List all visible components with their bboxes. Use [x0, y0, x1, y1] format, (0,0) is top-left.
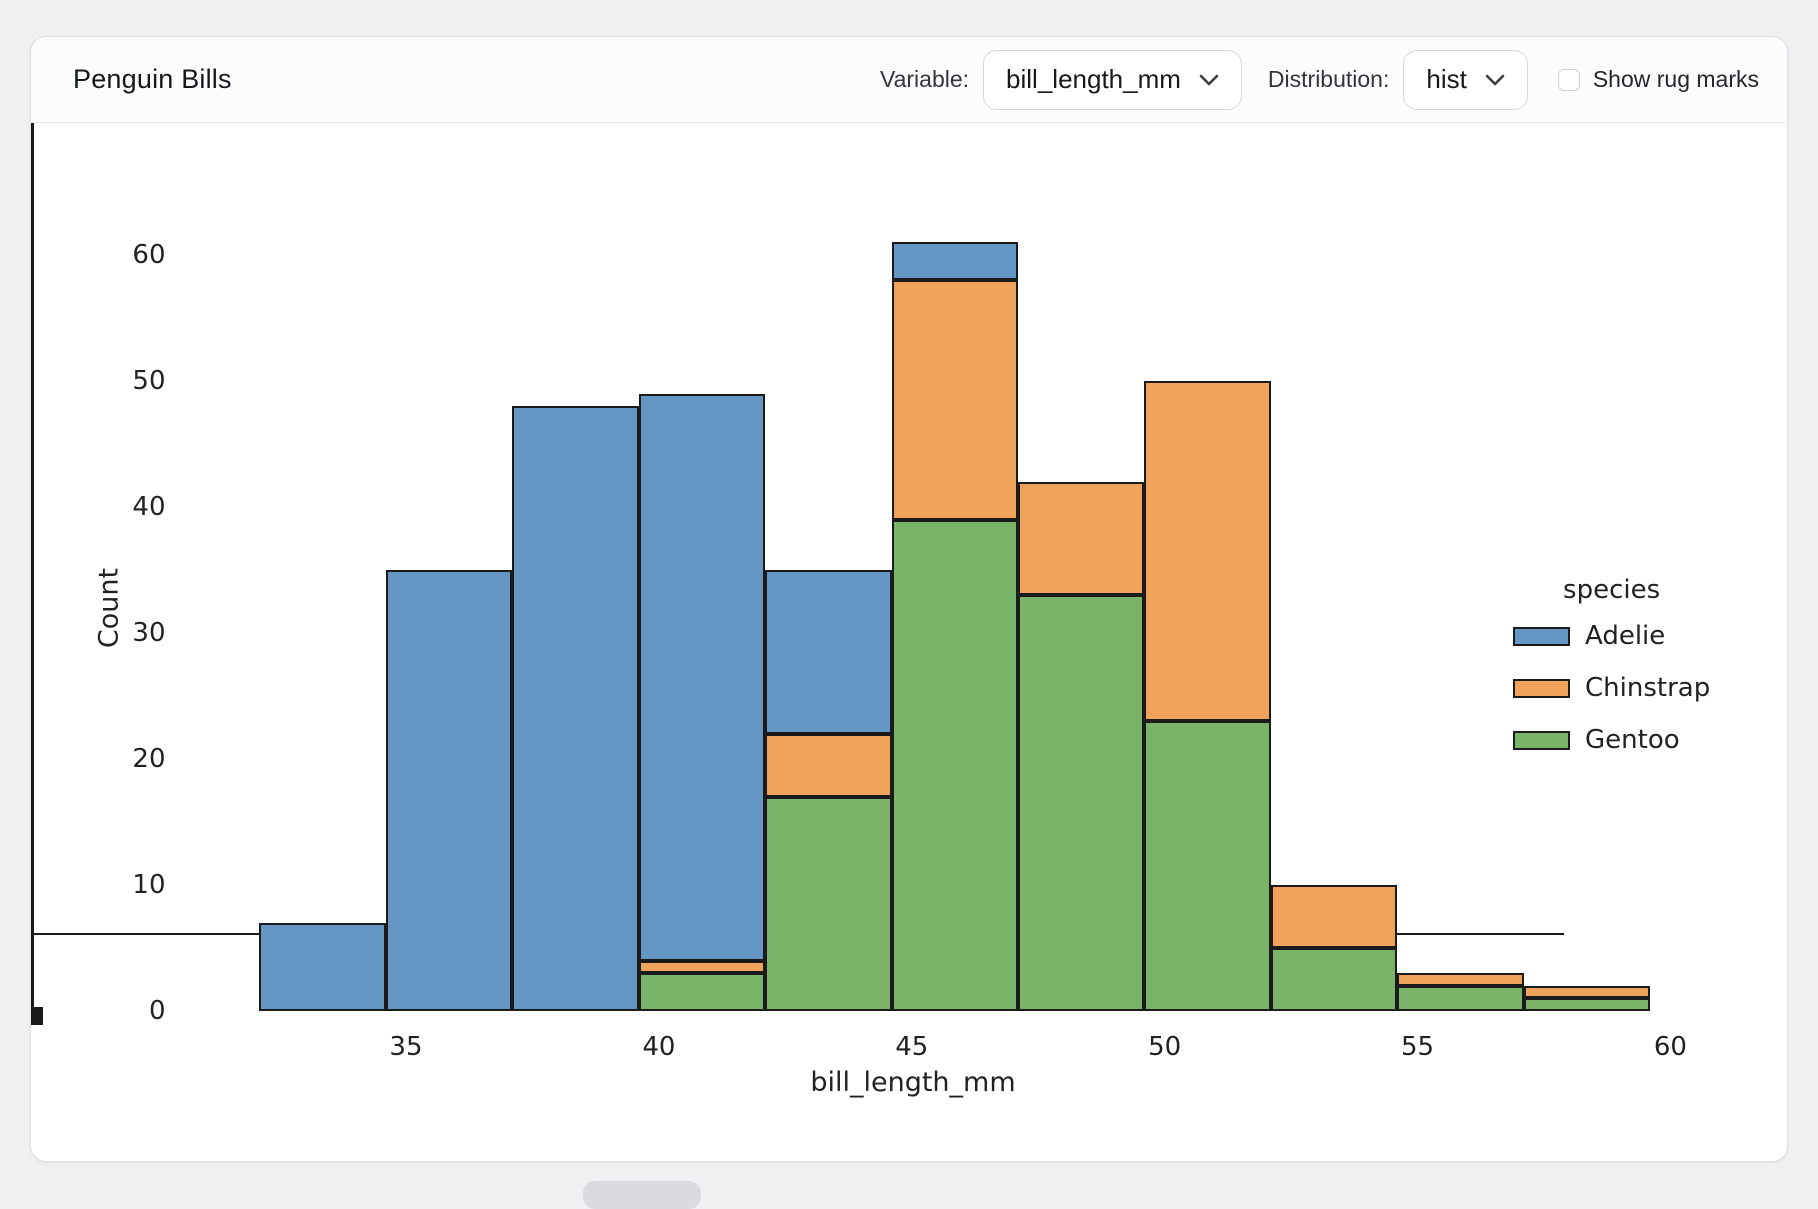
x-tick-label: 40 — [642, 1031, 676, 1062]
bar-segment-adelie-bin2 — [512, 406, 639, 1011]
x-tick-label: 35 — [389, 1031, 423, 1062]
bar-segment-gentoo-bin9 — [1397, 985, 1524, 1011]
variable-select[interactable]: bill_length_mm — [983, 49, 1242, 110]
distribution-label: Distribution: — [1267, 66, 1390, 92]
bar-segment-chinstrap-bin10 — [1523, 985, 1651, 999]
x-tick-label: 45 — [895, 1031, 929, 1062]
y-tick — [31, 1009, 43, 1012]
distribution-select-value: hist — [1426, 64, 1467, 94]
variable-select-value: bill_length_mm — [1006, 64, 1181, 94]
y-tick — [31, 1012, 43, 1015]
chevron-down-icon — [1199, 74, 1219, 85]
x-tick-label: 60 — [1653, 1031, 1687, 1062]
chevron-down-icon — [1485, 74, 1505, 85]
legend-swatch-icon — [1513, 730, 1570, 750]
y-tick-label: 30 — [132, 618, 166, 648]
y-axis-spine — [31, 123, 34, 933]
distribution-select[interactable]: hist — [1403, 49, 1528, 110]
y-tick-label: 10 — [132, 870, 166, 900]
bar-segment-adelie-bin5 — [891, 242, 1018, 281]
legend-label: Gentoo — [1585, 725, 1680, 755]
y-tick — [31, 1014, 43, 1017]
bar-segment-adelie-bin0 — [259, 922, 386, 1011]
legend: species Adelie Chinstrap Gentoo — [1513, 575, 1710, 777]
x-tick — [31, 947, 34, 959]
bar-segment-chinstrap-bin7 — [1144, 381, 1271, 722]
bar-segment-gentoo-bin6 — [1017, 595, 1145, 1011]
y-tick-label: 60 — [132, 240, 166, 271]
x-tick — [31, 983, 34, 995]
legend-swatch-icon — [1513, 626, 1570, 646]
bar-segment-chinstrap-bin8 — [1270, 885, 1398, 948]
bar-segment-chinstrap-bin6 — [1017, 481, 1145, 596]
y-tick-label: 50 — [132, 366, 166, 397]
bar-segment-chinstrap-bin9 — [1397, 973, 1524, 986]
legend-label: Adelie — [1585, 621, 1666, 651]
legend-label: Chinstrap — [1585, 673, 1711, 703]
bar-segment-adelie-bin4 — [765, 570, 892, 734]
bar-segment-gentoo-bin3 — [638, 973, 766, 1011]
bar-segment-adelie-bin1 — [385, 570, 513, 1011]
card-header: Penguin Bills Variable: bill_length_mm D… — [31, 37, 1787, 123]
show-rug-marks-label: Show rug marks — [1592, 66, 1759, 92]
legend-item-adelie: Adelie — [1513, 621, 1710, 651]
bar-segment-adelie-bin3 — [638, 393, 766, 961]
legend-swatch-icon — [1513, 678, 1570, 698]
card-body: 35 40 45 50 55 60 0 10 20 30 40 50 60 Count bill_lengt… — [31, 123, 1787, 1161]
x-tick — [31, 959, 34, 971]
histogram-figure: 35 40 45 50 55 60 0 10 20 30 40 50 60 Count bill_lengt… — [31, 123, 1787, 1161]
bottom-edge-pill — [583, 1181, 701, 1209]
bar-segment-gentoo-bin10 — [1523, 998, 1651, 1011]
x-tick — [31, 995, 34, 1007]
bar-segment-gentoo-bin8 — [1270, 948, 1398, 1011]
legend-title: species — [1563, 575, 1661, 605]
show-rug-marks-checkbox[interactable]: Show rug marks — [1557, 66, 1759, 93]
x-axis-label: bill_length_mm — [810, 1067, 1016, 1098]
bar-segment-chinstrap-bin3 — [638, 960, 766, 974]
x-tick-label: 50 — [1148, 1031, 1182, 1062]
legend-item-chinstrap: Chinstrap — [1513, 673, 1710, 703]
page-title: Penguin Bills — [73, 64, 232, 94]
variable-label: Variable: — [879, 66, 970, 92]
x-tick — [31, 971, 34, 983]
y-tick — [31, 1007, 43, 1010]
y-tick-label: 40 — [132, 492, 166, 523]
y-tick-label: 20 — [132, 744, 166, 774]
legend-item-gentoo: Gentoo — [1513, 725, 1710, 755]
bar-segment-gentoo-bin5 — [891, 519, 1018, 1011]
bar-segment-chinstrap-bin5 — [891, 280, 1018, 520]
x-tick — [31, 935, 34, 947]
y-axis-label: Count — [93, 567, 125, 648]
bar-segment-gentoo-bin7 — [1144, 721, 1271, 1011]
bar-segment-chinstrap-bin4 — [765, 733, 892, 797]
x-tick-label: 55 — [1400, 1031, 1435, 1062]
y-tick — [31, 1019, 43, 1022]
checkbox-box-icon[interactable] — [1557, 68, 1580, 91]
bar-segment-gentoo-bin4 — [765, 796, 892, 1011]
y-tick — [31, 1022, 43, 1025]
penguin-bills-card: Penguin Bills Variable: bill_length_mm D… — [30, 36, 1788, 1162]
y-tick — [31, 1017, 43, 1020]
y-tick-label: 0 — [148, 996, 166, 1026]
